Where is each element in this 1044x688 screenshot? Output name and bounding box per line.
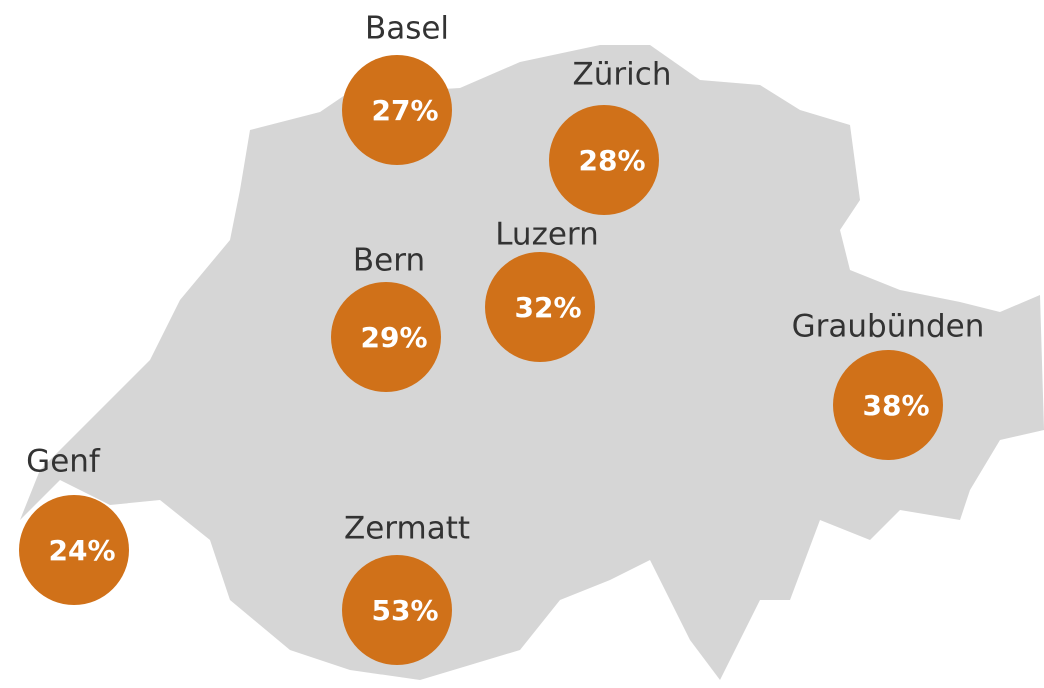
percent-label: 28% — [578, 144, 645, 177]
city-label: Zermatt — [344, 511, 470, 547]
bubble — [549, 105, 659, 215]
city-label: Graubünden — [792, 309, 985, 345]
city-label: Genf — [26, 444, 101, 480]
bubble — [342, 555, 452, 665]
percent-label: 24% — [48, 534, 115, 567]
percent-label: 53% — [371, 594, 438, 627]
percent-label: 27% — [371, 94, 438, 127]
country-shape — [20, 45, 1044, 680]
bubble — [331, 282, 441, 392]
percent-label: 38% — [862, 389, 929, 422]
bubble — [342, 55, 452, 165]
bubble — [833, 350, 943, 460]
city-label: Zürich — [573, 57, 672, 93]
markers: Basel 27% Zürich 28% Bern 29% Luzern 32% Graubün… — [19, 11, 985, 665]
bubble — [485, 252, 595, 362]
bubble — [19, 495, 129, 605]
city-label: Basel — [365, 11, 449, 47]
percent-label: 29% — [360, 321, 427, 354]
city-label: Luzern — [495, 217, 599, 253]
percent-label: 32% — [514, 291, 581, 324]
city-label: Bern — [353, 243, 425, 279]
